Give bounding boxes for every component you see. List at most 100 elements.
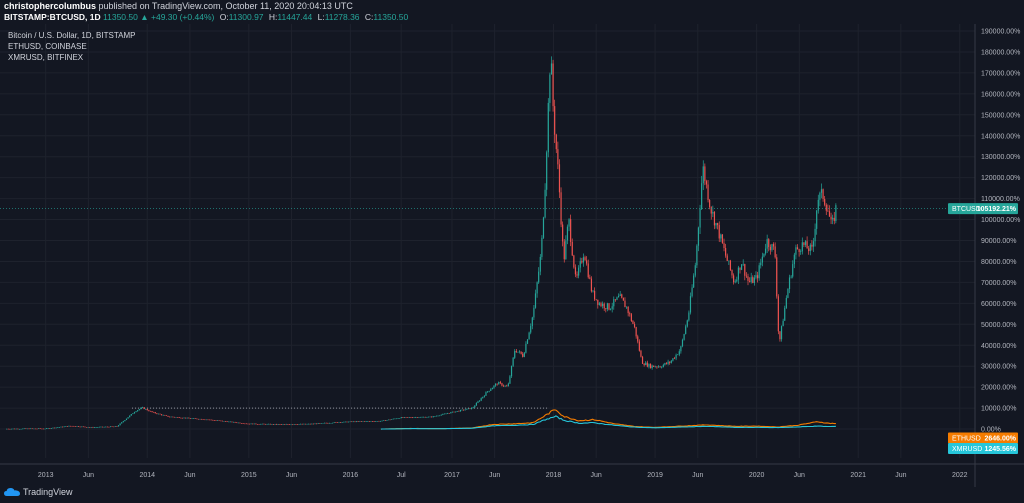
btc-candle-body (680, 346, 682, 352)
x-tick-label: Jun (794, 472, 805, 479)
btc-candle-body (702, 166, 704, 184)
time-axis[interactable]: 2013 Jun 2014 Jun 2015 Jun 2016 Jul 2017 Jun 2018 J… (0, 463, 1024, 479)
x-tick-label: Jun (83, 472, 94, 479)
btc-candle-body (362, 421, 364, 423)
btc-candle-body (387, 419, 390, 421)
btc-candle-body (221, 420, 223, 422)
btc-candle-body (103, 426, 105, 428)
btc-candle-body (399, 418, 401, 419)
btc-candle-body (285, 424, 287, 425)
btc-candle-body (816, 210, 818, 229)
btc-candle-body (39, 428, 41, 429)
y-tick-label: 10000.00% (981, 406, 1016, 413)
btc-candle-body (715, 223, 717, 226)
btc-candle-body (649, 364, 652, 369)
btc-candle-body (458, 410, 460, 412)
btc-candle-body (753, 277, 755, 283)
btc-candle-body (335, 422, 337, 423)
btc-candle-body (260, 424, 262, 425)
btc-candle-body (347, 421, 350, 423)
xmr-tag-bg (948, 443, 1018, 454)
symbol-name[interactable]: BITSTAMP:BTCUSD, 1D (4, 12, 101, 22)
author-name[interactable]: christophercolumbus (4, 1, 97, 11)
btc-candle-body (69, 425, 72, 427)
btc-candle-body (60, 426, 62, 428)
btc-candle-body (191, 418, 193, 419)
btc-candle-body (234, 421, 236, 423)
tradingview-footer[interactable]: TradingView (4, 487, 73, 497)
y-tick-label: 0.00% (981, 427, 1001, 434)
btc-candle-body (90, 427, 92, 428)
btc-candle-body (197, 418, 199, 420)
y-tick-label: 30000.00% (981, 364, 1016, 371)
btc-candle-body (186, 417, 188, 419)
legend-xmr[interactable]: XMRUSD, BITFINEX (8, 53, 84, 62)
btc-candle-body (466, 408, 468, 410)
btc-candle-body (641, 356, 644, 364)
btc-candle-body (161, 414, 163, 416)
series-group (0, 56, 975, 430)
btc-candle-body (57, 427, 59, 428)
btc-candle-body (736, 279, 738, 282)
btc-candle-body (49, 428, 51, 429)
btc-candle-body (199, 419, 201, 420)
btc-candle-body (445, 413, 447, 415)
btc-candle-body (748, 280, 751, 282)
btc-candle-body (827, 210, 829, 212)
low-value: 11278.36 (324, 12, 360, 22)
btc-candle-body (79, 426, 81, 428)
btc-candle-body (683, 334, 685, 340)
btc-candle-body (459, 410, 462, 412)
price-change: ▲ +49.30 (+0.44%) (140, 12, 215, 22)
btc-candle-body (517, 351, 519, 353)
price-axis[interactable]: 190000.00% 180000.00% 170000.00% 160000.00%… (981, 29, 1020, 434)
btc-candle-body (170, 416, 172, 418)
btc-candle-body (12, 428, 14, 430)
btc-candle-body (536, 282, 538, 294)
btc-candle-body (621, 294, 623, 298)
btc-candle-body (93, 427, 96, 428)
open-key: O: (219, 12, 229, 22)
btc-candle-body (293, 424, 295, 425)
btc-candle-body (231, 421, 233, 423)
btc-candle-body (522, 353, 524, 357)
btc-candle-body (624, 300, 626, 308)
btc-candle-body (488, 390, 490, 392)
legend-btc[interactable]: Bitcoin / U.S. Dollar, 1D, BITSTAMP (8, 31, 136, 40)
legend-eth[interactable]: ETHUSD, COINBASE (8, 42, 87, 51)
btc-candle-body (392, 418, 394, 420)
y-tick-label: 60000.00% (981, 301, 1016, 308)
btc-candle-body (819, 192, 821, 200)
btc-candle-body (539, 256, 541, 272)
btc-candle-body (832, 217, 834, 220)
price-chart[interactable]: 190000.00% 180000.00% 170000.00% 160000.00%… (0, 24, 1024, 487)
btc-candle-body (173, 416, 176, 418)
btc-candle-body (790, 276, 792, 278)
close-key: C: (364, 12, 374, 22)
btc-candle-body (207, 419, 209, 421)
btc-candle-body (766, 239, 768, 249)
btc-candle-body (154, 412, 156, 414)
btc-candle-body (803, 242, 805, 245)
btc-candle-body (308, 423, 310, 425)
btc-candle-body (550, 63, 553, 75)
btc-candle-body (244, 423, 246, 425)
btc-candle-body (189, 418, 192, 419)
btc-candle-body (686, 320, 688, 327)
btc-candle-body (784, 307, 786, 321)
btc-candle-body (202, 419, 204, 421)
btc-candle-body (752, 277, 754, 283)
btc-candle-body (606, 303, 608, 310)
btc-candle-body (681, 339, 684, 347)
btc-candle-body (817, 199, 819, 211)
btc-candle-body (384, 420, 386, 421)
chart-header: christophercolumbus published on Trading… (0, 0, 1024, 22)
btc-candle-body (804, 241, 807, 245)
btc-candle-body (555, 134, 557, 150)
btc-candle-body (129, 415, 131, 418)
btc-candle-body (271, 424, 273, 425)
btc-candle-body (245, 423, 247, 425)
btc-candle-body (343, 421, 345, 423)
btc-candle-body (407, 417, 409, 418)
btc-candle-body (30, 428, 32, 430)
